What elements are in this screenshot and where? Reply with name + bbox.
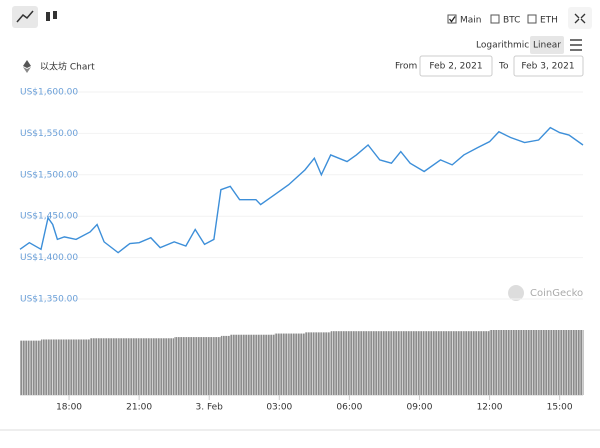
y-tick-label: US$1,550.00 bbox=[20, 129, 78, 139]
watermark: CoinGecko bbox=[530, 288, 583, 299]
candle-icon bbox=[53, 11, 57, 19]
volume-bar bbox=[41, 339, 49, 395]
volume-bar bbox=[118, 338, 130, 395]
volume-bar bbox=[204, 337, 214, 395]
volume-bar bbox=[48, 339, 53, 395]
eth-icon bbox=[23, 60, 31, 68]
volume-bar bbox=[568, 330, 583, 395]
volume-bar bbox=[559, 330, 569, 395]
volume-bar bbox=[524, 330, 539, 395]
volume-bar bbox=[160, 338, 175, 395]
volume-bar bbox=[90, 338, 98, 395]
volume-bar bbox=[330, 331, 348, 395]
x-tick-label: 18:00 bbox=[56, 403, 82, 413]
volume-bar bbox=[452, 331, 464, 395]
x-tick-label: 03:00 bbox=[266, 403, 292, 413]
watermark-logo bbox=[508, 285, 524, 301]
volume-bar bbox=[538, 330, 551, 395]
volume-bar bbox=[440, 331, 453, 395]
candle-icon bbox=[46, 12, 50, 21]
eth-icon bbox=[23, 67, 31, 73]
volume-bar bbox=[185, 337, 196, 395]
plot: US$1,350.00 US$1,400.00 US$1,450.00 US$1,50… bbox=[19, 88, 584, 413]
from-date: Feb 2, 2021 bbox=[429, 62, 482, 72]
fullscreen-icon bbox=[574, 13, 586, 24]
volume-bar bbox=[368, 331, 380, 395]
volume-bar bbox=[220, 335, 231, 395]
volume-bar bbox=[347, 331, 357, 395]
check-mark bbox=[448, 16, 456, 23]
y-tick-label: US$1,400.00 bbox=[20, 253, 78, 263]
btc-checkbox[interactable] bbox=[490, 14, 500, 24]
price-line bbox=[19, 126, 584, 254]
y-tick-label: US$1,500.00 bbox=[20, 170, 78, 180]
volume-bar bbox=[463, 331, 478, 395]
volume-bar bbox=[150, 338, 161, 395]
main-label: Main bbox=[460, 16, 482, 26]
volume-bar bbox=[104, 338, 119, 395]
volume-bar bbox=[20, 340, 30, 395]
volume-bar bbox=[274, 333, 289, 395]
from-date-input[interactable] bbox=[419, 55, 493, 77]
volume-bar bbox=[57, 339, 65, 395]
volume-bar bbox=[76, 339, 91, 395]
x-tick-label: 15:00 bbox=[547, 403, 573, 413]
from-label: From bbox=[395, 62, 417, 72]
volume-bar bbox=[129, 338, 140, 395]
linear-label: Linear bbox=[533, 41, 561, 51]
candle-mode-button[interactable] bbox=[40, 6, 62, 28]
linear-button[interactable] bbox=[530, 36, 564, 54]
fullscreen-button[interactable] bbox=[568, 7, 592, 29]
menu-icon[interactable] bbox=[570, 39, 582, 51]
y-tick-label: US$1,350.00 bbox=[20, 295, 78, 305]
eth-checkbox[interactable] bbox=[527, 14, 537, 24]
volume-bar bbox=[305, 332, 315, 395]
to-date-input[interactable] bbox=[513, 55, 584, 77]
volume-bar bbox=[400, 331, 411, 395]
volume-bar bbox=[379, 331, 392, 395]
y-tick-label: US$1,600.00 bbox=[20, 88, 78, 98]
x-tick-label: 06:00 bbox=[336, 403, 362, 413]
volume-bar bbox=[583, 330, 584, 395]
to-label: To bbox=[498, 62, 509, 72]
line-icon bbox=[16, 10, 34, 23]
x-tick-label: 3. Feb bbox=[196, 403, 224, 413]
volume-bar bbox=[410, 331, 425, 395]
volume-bar bbox=[477, 331, 490, 395]
log-button[interactable]: Logarithmic bbox=[476, 41, 529, 51]
volume-bar bbox=[255, 334, 261, 395]
eth-label: ETH bbox=[540, 16, 558, 26]
volume-bar bbox=[97, 338, 105, 395]
x-tick-label: 21:00 bbox=[126, 403, 152, 413]
x-tick-label: 12:00 bbox=[477, 403, 503, 413]
volume-bar bbox=[321, 332, 331, 395]
main-checkbox[interactable] bbox=[447, 14, 457, 24]
to-date: Feb 3, 2021 bbox=[521, 62, 574, 72]
x-tick-label: 09:00 bbox=[407, 403, 433, 413]
chart-title: 以太坊 Chart bbox=[40, 61, 95, 73]
volume-bar bbox=[314, 332, 322, 395]
btc-label: BTC bbox=[503, 16, 520, 26]
volume-bar bbox=[391, 331, 401, 395]
y-tick-label: US$1,450.00 bbox=[20, 212, 78, 222]
volume-bar bbox=[489, 330, 499, 395]
